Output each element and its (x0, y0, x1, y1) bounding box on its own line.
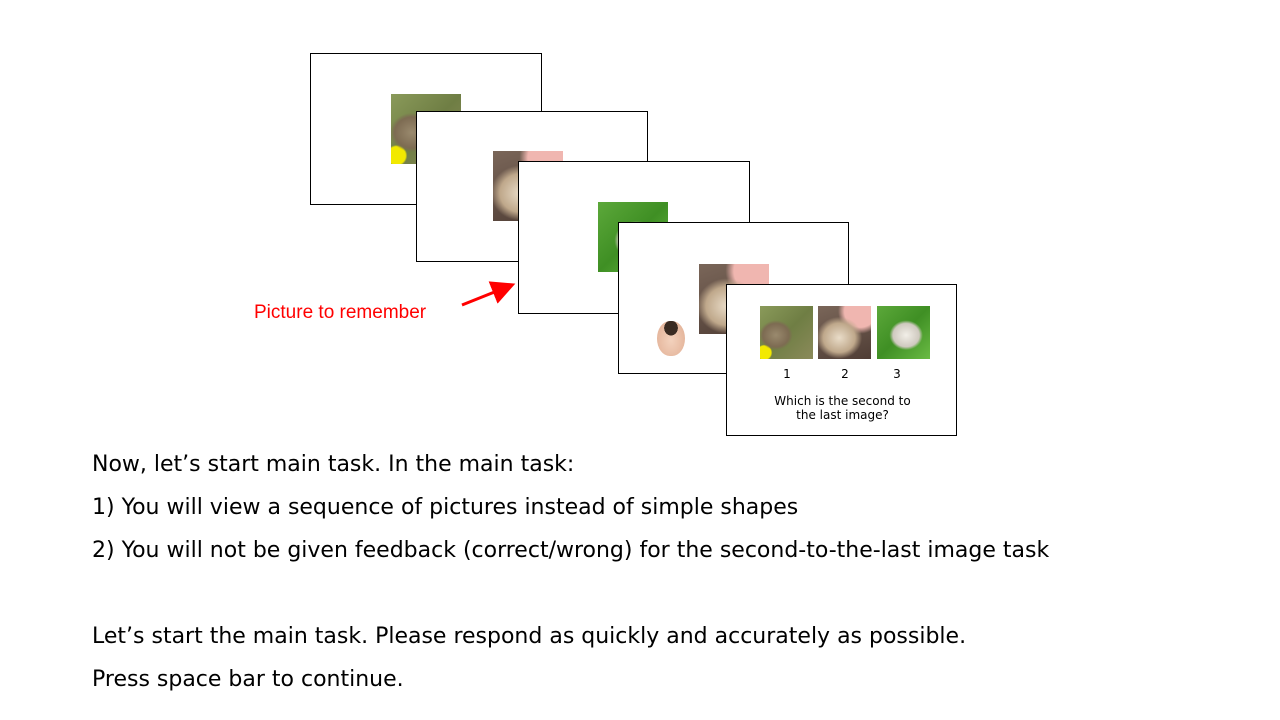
instruction-line-3: 2) You will not be given feedback (corre… (92, 538, 1050, 563)
instruction-line-4: Let’s start the main task. Please respon… (92, 624, 967, 649)
face-image (657, 321, 685, 356)
choice-image-2 (818, 306, 871, 359)
instruction-line-1: Now, let’s start main task. In the main … (92, 452, 575, 477)
choice-label-1: 1 (783, 367, 791, 381)
question-line-2: the last image? (796, 408, 889, 422)
question-line-1: Which is the second to (774, 394, 911, 408)
callout-arrow-icon (461, 281, 516, 307)
instruction-line-2: 1) You will view a sequence of pictures … (92, 495, 799, 520)
choice-label-2: 2 (841, 367, 849, 381)
choice-label-3: 3 (893, 367, 901, 381)
choice-image-3 (877, 306, 930, 359)
instruction-line-5: Press space bar to continue. (92, 667, 404, 692)
callout-label: Picture to remember (254, 302, 427, 323)
response-card: 1 2 3 Which is the second to the last im… (726, 284, 957, 436)
choice-image-1 (760, 306, 813, 359)
